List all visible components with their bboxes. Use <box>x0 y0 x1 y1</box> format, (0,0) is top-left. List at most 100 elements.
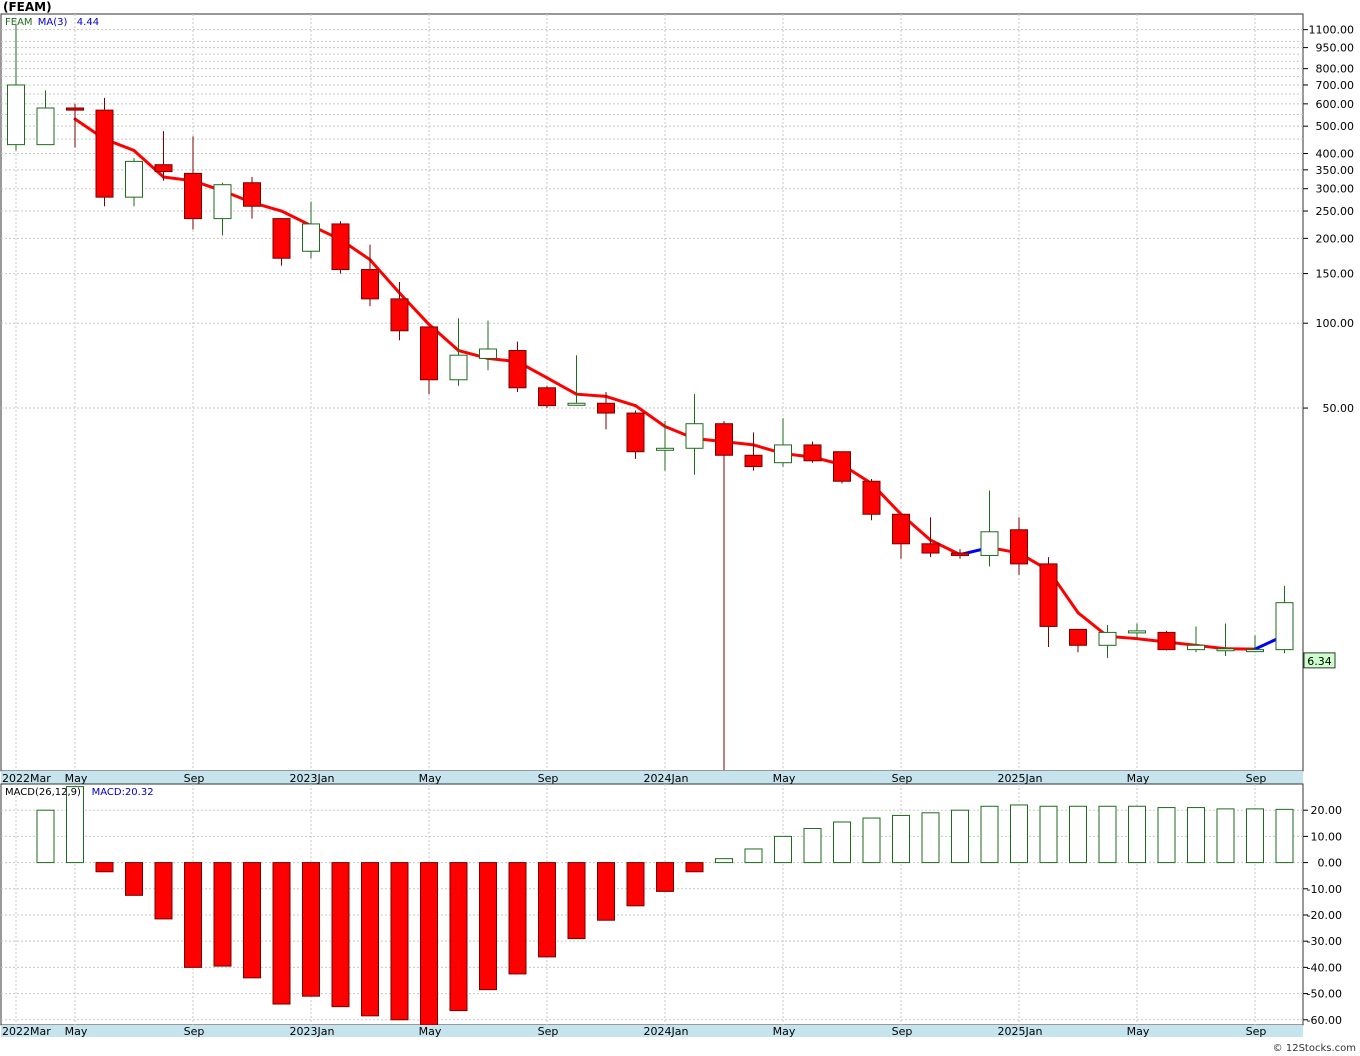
price-legend-item: MA(3) <box>38 17 68 28</box>
candle-body-down <box>272 218 291 259</box>
macd-x-tick-label: 2025Jan <box>998 1025 1043 1038</box>
macd-bar-negative <box>449 862 468 1012</box>
ma-segment <box>575 392 608 398</box>
candle-body-down <box>626 412 645 453</box>
macd-x-tick-label: May <box>65 1025 88 1038</box>
candle-body-up <box>685 423 704 449</box>
macd-x-axis: 2022Mar May Sep 2023Jan May Sep 2024Jan May Sep 2… <box>1 1025 1303 1038</box>
macd-x-tick-label: 2022Mar <box>2 1025 51 1038</box>
price-panel: 1100.00 950.00 800.00 700.00 600.00 500.00 400… <box>0 13 1354 772</box>
macd-bar-negative <box>213 862 232 967</box>
candle-body-down <box>921 543 940 554</box>
price-y-tick-label: 700.00 <box>1316 79 1355 92</box>
candle-body-down <box>1157 631 1176 651</box>
candle-body-down <box>538 387 556 407</box>
macd-bar-positive <box>1275 808 1294 864</box>
ma-segment <box>280 209 313 228</box>
macd-bar-positive <box>980 805 999 864</box>
macd-bar-positive <box>803 828 822 864</box>
macd-bar-positive <box>892 814 910 864</box>
macd-bar-positive <box>744 848 763 864</box>
macd-bar-positive <box>862 817 881 864</box>
price-x-tick-label: 2022Mar <box>2 772 51 785</box>
macd-bar-negative <box>184 862 202 968</box>
last-price-tag: 6.34 <box>1303 652 1336 669</box>
candle-body-down <box>1069 628 1087 646</box>
macd-x-tick-label: Sep <box>184 1025 205 1038</box>
macd-panel: 20.00 10.00 0.00 -10.00 -20.00 -30.00 -40.00 -5… <box>0 783 1342 1027</box>
macd-bar-negative <box>125 862 143 896</box>
price-x-tick-label: May <box>65 772 88 785</box>
macd-x-tick-label: 2024Jan <box>644 1025 689 1038</box>
macd-y-tick-label: 20.00 <box>1311 804 1343 817</box>
candle-body-down <box>803 444 822 462</box>
ma-segment <box>398 291 431 326</box>
price-y-axis: 1100.00 950.00 800.00 700.00 600.00 500.00 400… <box>1303 24 1354 415</box>
candle-body-up <box>1187 644 1205 651</box>
candle-body-up <box>1275 602 1294 651</box>
price-y-tick-label: 400.00 <box>1316 147 1355 160</box>
candle-body-up <box>479 348 497 359</box>
price-x-tick-label: Sep <box>892 772 913 785</box>
candles <box>7 24 1294 770</box>
price-legend: FEAM MA(3) 4.44 <box>5 17 99 28</box>
price-y-tick-label: 800.00 <box>1316 63 1355 76</box>
ma-segment <box>929 538 962 557</box>
macd-bar-positive <box>833 821 851 864</box>
price-legend-item: 4.44 <box>77 17 99 28</box>
macd-y-tick-label: -20.00 <box>1307 909 1342 922</box>
ma-segment <box>368 258 401 295</box>
candle-body-up <box>656 447 674 451</box>
price-x-tick-label: May <box>773 772 796 785</box>
candle-body-down <box>420 326 438 381</box>
price-legend-item: FEAM <box>5 17 33 28</box>
macd-bar-negative <box>538 862 556 958</box>
price-x-tick-label: 2023Jan <box>290 772 335 785</box>
watermark: © 12Stocks.com <box>1272 1043 1356 1054</box>
macd-bar-negative <box>685 862 704 873</box>
macd-y-tick-label: -50.00 <box>1307 988 1342 1001</box>
price-y-tick-label: 600.00 <box>1316 98 1355 111</box>
macd-bar-negative <box>508 862 527 975</box>
macd-y-axis: 20.00 10.00 0.00 -10.00 -20.00 -30.00 -40.00 -5… <box>1303 804 1342 1027</box>
macd-x-tick-label: Sep <box>538 1025 559 1038</box>
price-y-tick-label: 150.00 <box>1316 268 1355 281</box>
macd-legend: MACD(26,12,9) MACD:20.32 <box>5 787 154 798</box>
macd-bar-positive <box>1216 808 1235 864</box>
price-y-tick-label: 1100.00 <box>1309 24 1355 37</box>
chart-title: (FEAM) <box>3 0 52 14</box>
candle-body-up <box>213 184 232 220</box>
macd-bar-negative <box>479 862 497 991</box>
candle-body-up <box>774 444 792 464</box>
macd-bar-positive <box>774 835 792 864</box>
macd-bar-positive <box>66 786 84 864</box>
macd-bar-negative <box>154 862 173 920</box>
candle-body-down <box>154 164 173 173</box>
price-x-tick-label: Sep <box>1246 772 1267 785</box>
macd-bar-negative <box>302 862 320 997</box>
price-y-tick-label: 300.00 <box>1316 183 1355 196</box>
macd-bar-negative <box>272 862 291 1005</box>
candle-body-up <box>302 223 320 252</box>
candle-body-down <box>390 298 409 332</box>
macd-bar-negative <box>390 862 409 1021</box>
macd-bar-positive <box>1187 807 1205 864</box>
price-x-tick-label: 2024Jan <box>644 772 689 785</box>
macd-bar-positive <box>1128 805 1146 864</box>
price-x-tick-label: 2025Jan <box>998 772 1043 785</box>
macd-bar-negative <box>420 862 438 1026</box>
macd-bar-positive <box>1069 805 1087 864</box>
candle-body-down <box>951 552 969 556</box>
macd-y-tick-label: -60.00 <box>1307 1014 1342 1027</box>
candle-body-down <box>862 480 881 515</box>
macd-bars <box>36 786 1294 1026</box>
candle-body-up <box>980 531 999 556</box>
candle-body-down <box>892 513 910 545</box>
price-y-tick-label: 200.00 <box>1316 232 1355 245</box>
macd-x-tick-label: Sep <box>892 1025 913 1038</box>
ma-segment <box>604 394 637 408</box>
macd-bar-positive <box>951 809 969 864</box>
candle-body-down <box>744 454 763 468</box>
macd-y-tick-label: 0.00 <box>1318 857 1343 870</box>
